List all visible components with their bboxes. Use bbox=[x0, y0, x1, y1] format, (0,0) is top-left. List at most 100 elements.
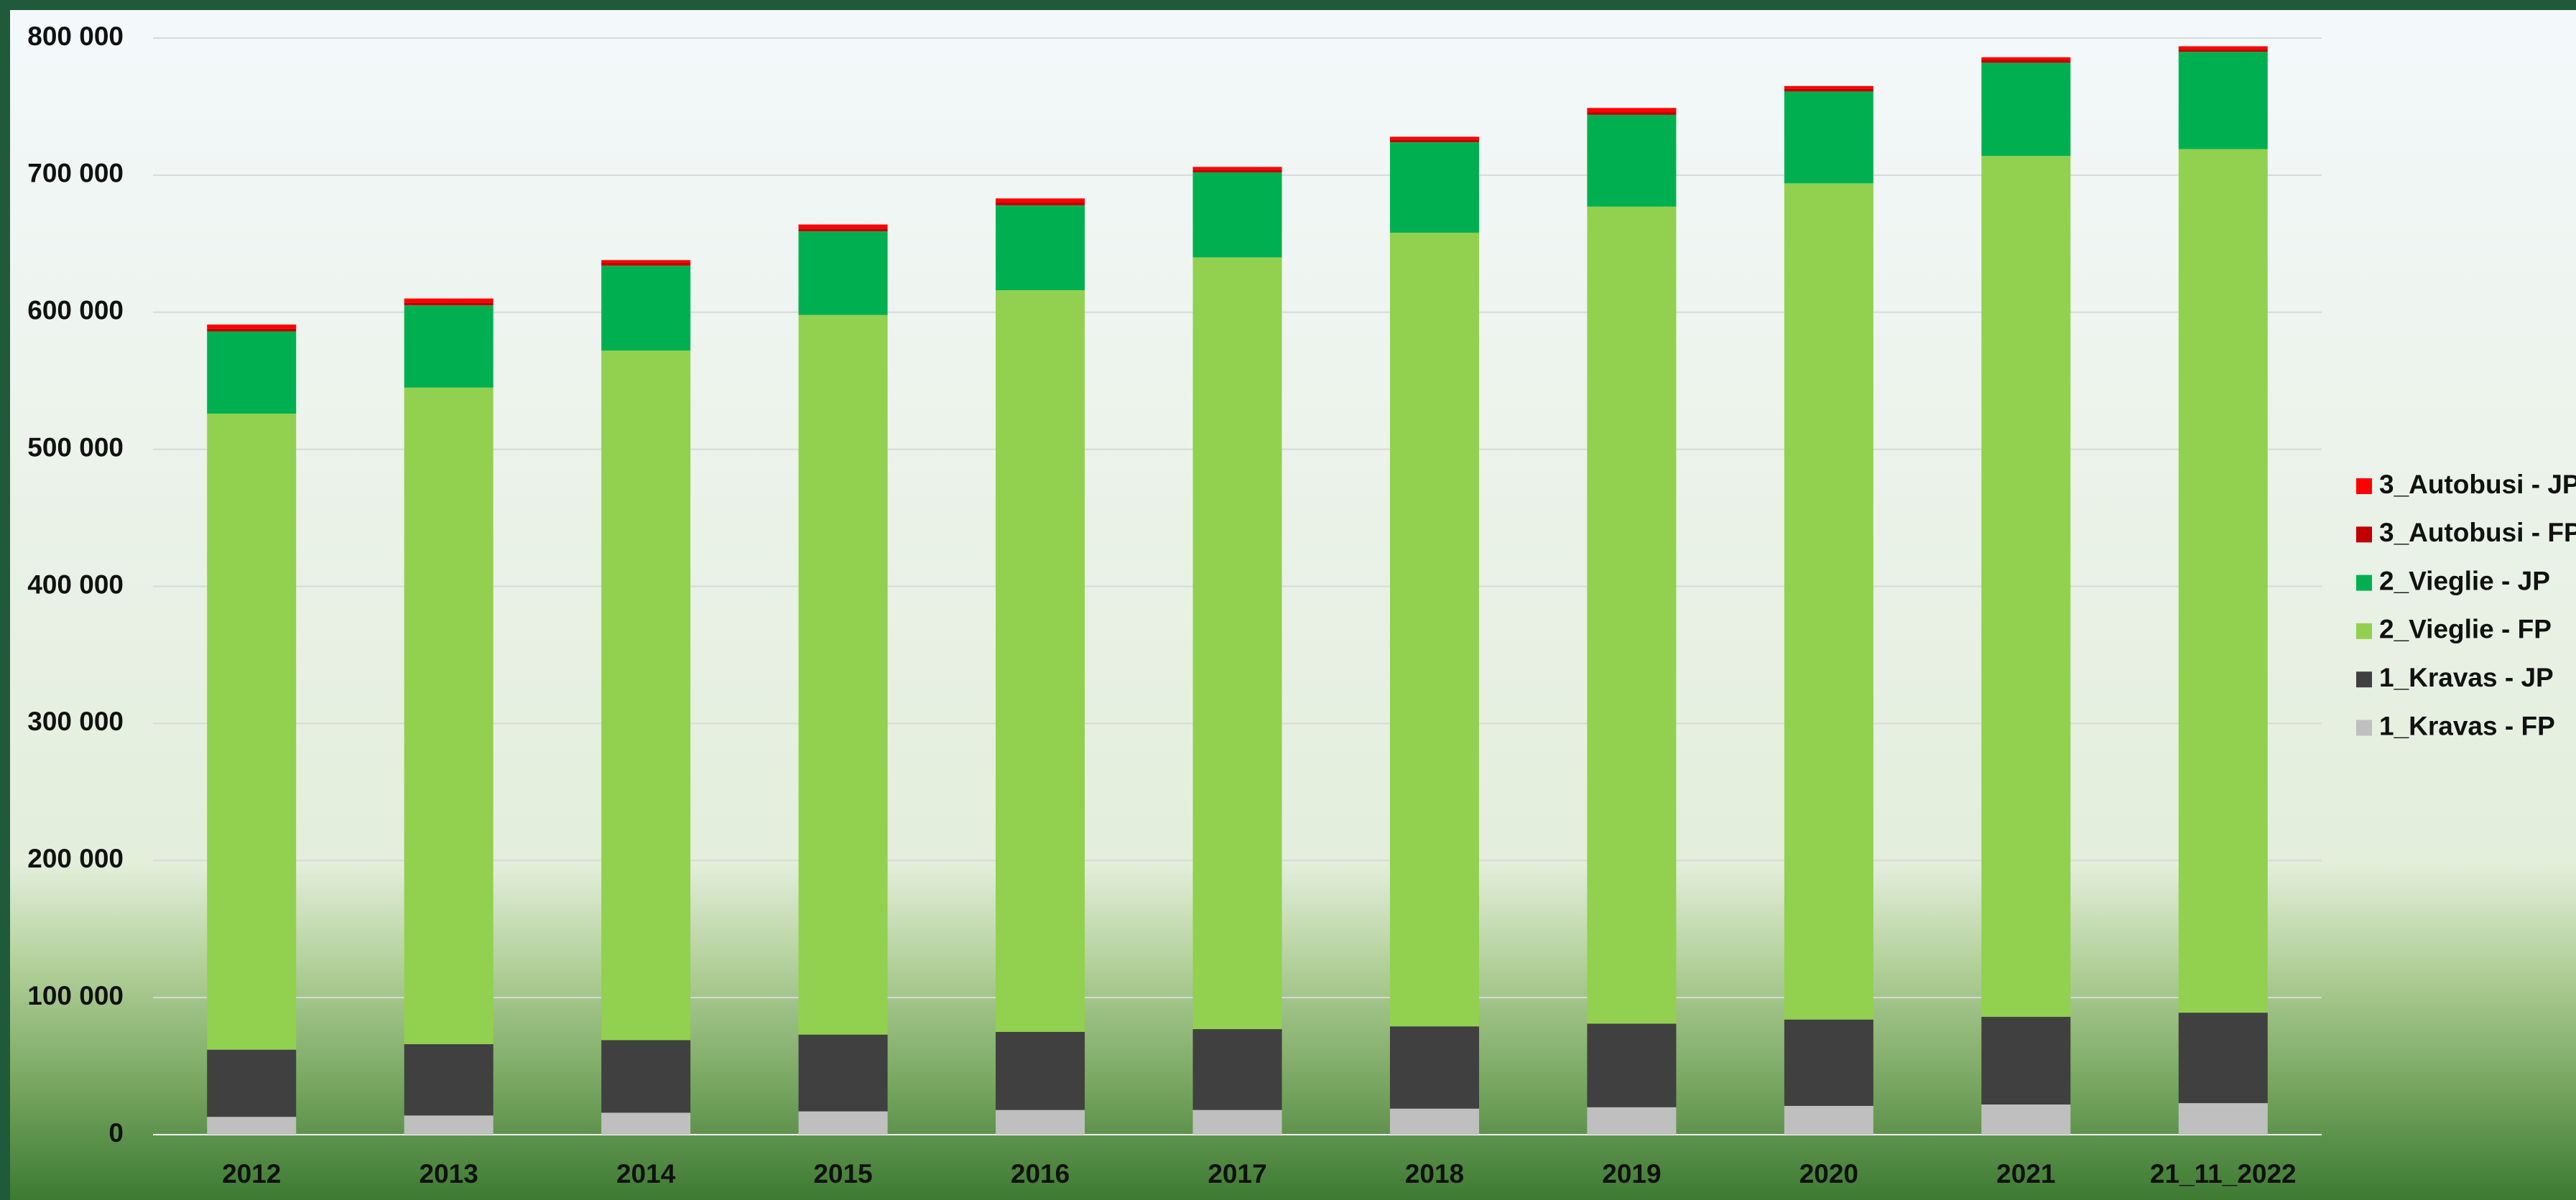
legend-label: 3_Autobusi - FP bbox=[2379, 518, 2576, 547]
bar-segment bbox=[798, 1034, 888, 1112]
bar-segment bbox=[404, 1044, 494, 1116]
bar-segment bbox=[2178, 49, 2268, 52]
legend-swatch bbox=[2356, 623, 2372, 639]
y-tick-label: 800 000 bbox=[27, 22, 124, 51]
x-tick-label: 2013 bbox=[420, 1159, 478, 1189]
bar-segment bbox=[601, 263, 691, 266]
legend-label: 2_Vieglie - JP bbox=[2379, 566, 2550, 595]
bar-segment bbox=[996, 1031, 1085, 1110]
bar-segment bbox=[1587, 206, 1677, 1024]
bar-segment bbox=[601, 1112, 691, 1135]
x-tick-label: 2012 bbox=[222, 1159, 281, 1189]
y-tick-label: 300 000 bbox=[27, 707, 124, 736]
bar-segment bbox=[601, 260, 691, 264]
x-tick-label: 2018 bbox=[1405, 1159, 1464, 1189]
bar-segment bbox=[996, 1110, 1085, 1135]
bar-segment bbox=[1389, 233, 1479, 1027]
bar-segment bbox=[207, 328, 297, 332]
bar-segment bbox=[1981, 60, 2071, 63]
bar-segment bbox=[1587, 114, 1677, 207]
legend-swatch bbox=[2356, 720, 2372, 736]
y-tick-label: 0 bbox=[108, 1118, 124, 1148]
bar-segment bbox=[207, 1049, 297, 1117]
y-tick-label: 600 000 bbox=[27, 296, 124, 325]
bar-segment bbox=[996, 203, 1085, 205]
bar-segment bbox=[1784, 1105, 1873, 1135]
x-tick-label: 2015 bbox=[813, 1159, 872, 1189]
legend-swatch bbox=[2356, 478, 2372, 494]
y-tick-label: 200 000 bbox=[27, 844, 124, 873]
bar-segment bbox=[2178, 1013, 2268, 1104]
x-tick-label: 2017 bbox=[1208, 1159, 1266, 1189]
bar-segment bbox=[207, 331, 297, 414]
bar-segment bbox=[2178, 46, 2268, 50]
bar-segment bbox=[1587, 112, 1677, 115]
x-tick-label: 2014 bbox=[616, 1159, 676, 1189]
bar-segment bbox=[207, 1117, 297, 1135]
bar-segment bbox=[601, 265, 691, 351]
bar-segment bbox=[798, 224, 888, 229]
bar-segment bbox=[1192, 169, 1282, 173]
bar-segment bbox=[996, 290, 1085, 1032]
bar-segment bbox=[996, 205, 1085, 291]
bar-segment bbox=[798, 315, 888, 1035]
bar-segment bbox=[1389, 142, 1479, 233]
bar-segment bbox=[1981, 156, 2071, 1017]
legend-label: 1_Kravas - FP bbox=[2379, 711, 2555, 740]
bar-segment bbox=[404, 387, 494, 1045]
bar-segment bbox=[1192, 167, 1282, 170]
left-border bbox=[0, 0, 10, 1200]
y-tick-label: 500 000 bbox=[27, 432, 124, 462]
y-tick-label: 700 000 bbox=[27, 159, 124, 188]
bar-segment bbox=[1389, 1026, 1479, 1109]
bar-segment bbox=[404, 298, 494, 303]
bar-segment bbox=[1587, 108, 1677, 113]
bar-segment bbox=[601, 350, 691, 1041]
bar-segment bbox=[798, 231, 888, 315]
bar-segment bbox=[404, 302, 494, 306]
x-tick-label: 21_11_2022 bbox=[2150, 1159, 2297, 1189]
bar-segment bbox=[404, 305, 494, 388]
bar-segment bbox=[2178, 1103, 2268, 1135]
x-tick-label: 2021 bbox=[1996, 1159, 2055, 1189]
top-border bbox=[0, 0, 2576, 10]
y-tick-label: 100 000 bbox=[27, 981, 124, 1010]
bar-segment bbox=[207, 324, 297, 329]
bar-segment bbox=[1784, 183, 1873, 1020]
bar-segment bbox=[207, 413, 297, 1050]
bar-segment bbox=[1784, 88, 1873, 92]
bar-segment bbox=[1192, 172, 1282, 258]
legend-label: 1_Kravas - JP bbox=[2379, 663, 2554, 692]
bar-segment bbox=[1587, 1023, 1677, 1107]
bar-segment bbox=[1587, 1107, 1677, 1135]
bar-segment bbox=[1784, 85, 1873, 89]
bar-segment bbox=[996, 198, 1085, 203]
legend-swatch bbox=[2356, 526, 2372, 543]
y-tick-label: 400 000 bbox=[27, 569, 124, 599]
legend-swatch bbox=[2356, 575, 2372, 591]
bar-segment bbox=[798, 1111, 888, 1135]
bar-segment bbox=[1192, 1029, 1282, 1110]
legend-label: 3_Autobusi - JP bbox=[2379, 470, 2576, 499]
bar-segment bbox=[2178, 149, 2268, 1013]
legend-swatch bbox=[2356, 671, 2372, 688]
bar-segment bbox=[1784, 1019, 1873, 1106]
legend-label: 2_Vieglie - FP bbox=[2379, 615, 2552, 644]
bar-segment bbox=[1784, 91, 1873, 184]
bar-segment bbox=[1389, 1108, 1479, 1135]
bar-segment bbox=[404, 1115, 494, 1135]
bar-segment bbox=[1192, 257, 1282, 1030]
bar-segment bbox=[1981, 1104, 2071, 1135]
bar-segment bbox=[2178, 52, 2268, 149]
bar-segment bbox=[1981, 57, 2071, 60]
bar-segment bbox=[1389, 136, 1479, 140]
bar-segment bbox=[1389, 139, 1479, 143]
x-tick-label: 2016 bbox=[1011, 1159, 1070, 1189]
bar-segment bbox=[601, 1040, 691, 1113]
bar-segment bbox=[798, 228, 888, 232]
bar-segment bbox=[1981, 62, 2071, 157]
bar-segment bbox=[1981, 1016, 2071, 1105]
x-tick-label: 2019 bbox=[1602, 1159, 1661, 1189]
bar-segment bbox=[1192, 1110, 1282, 1135]
